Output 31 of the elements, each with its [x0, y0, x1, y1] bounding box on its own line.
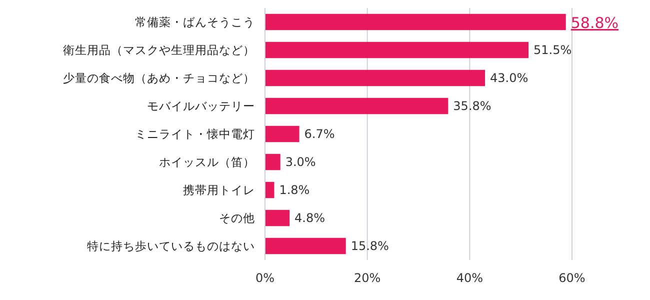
data-label: 1.8% — [279, 183, 310, 197]
data-label: 51.5% — [534, 43, 572, 57]
y-tick-label: ミニライト・懐中電灯 — [135, 127, 255, 141]
bar — [265, 210, 290, 226]
y-tick-label: モバイルバッテリー — [147, 99, 255, 113]
bar — [265, 42, 529, 58]
bar — [265, 238, 346, 254]
bar — [265, 154, 280, 170]
y-tick-label: 常備薬・ばんそうこう — [135, 15, 255, 29]
bar — [265, 182, 274, 198]
data-label: 6.7% — [304, 127, 335, 141]
data-label: 4.8% — [294, 211, 326, 225]
bar — [265, 98, 448, 114]
data-label: 43.0% — [490, 71, 528, 85]
data-label: 3.0% — [285, 155, 316, 169]
bar — [265, 70, 486, 86]
x-tick-label: 0% — [255, 271, 275, 285]
bar — [265, 126, 300, 142]
y-tick-label: 少量の食べ物（あめ・チョコなど） — [63, 71, 255, 85]
data-label: 35.8% — [453, 99, 492, 113]
y-tick-label: 衛生用品（マスクや生理用品など） — [63, 43, 255, 57]
data-label: 15.8% — [350, 239, 389, 253]
x-tick-label: 20% — [354, 271, 381, 285]
y-tick-label: 特に持ち歩いているものはない — [87, 239, 255, 253]
y-tick-label: ホイッスル（笛） — [159, 155, 255, 169]
x-tick-label: 60% — [558, 271, 586, 285]
data-label: 58.8% — [570, 14, 619, 32]
y-tick-label: その他 — [219, 211, 255, 225]
bar — [265, 14, 566, 30]
x-tick-label: 40% — [456, 271, 484, 285]
y-tick-label: 携帯用トイレ — [183, 183, 255, 197]
